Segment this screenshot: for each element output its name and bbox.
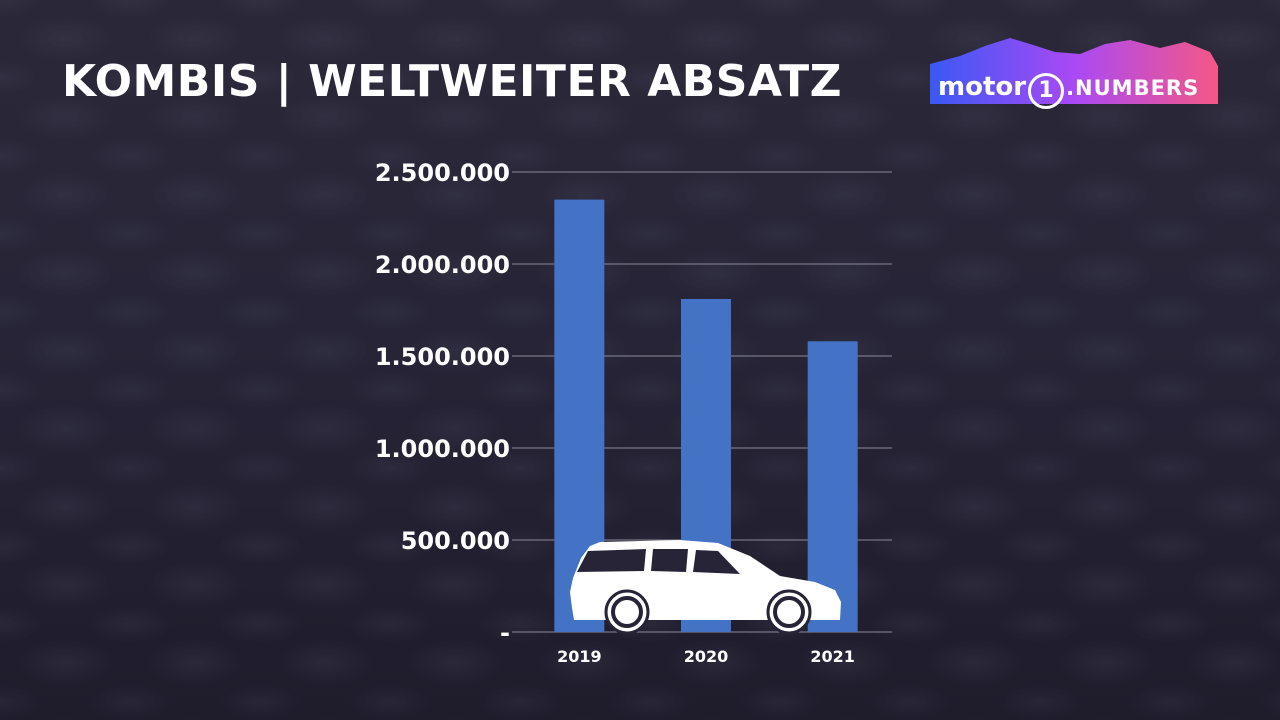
station-wagon-car-icon	[570, 540, 841, 635]
y-tick-label: 1.500.000	[375, 343, 510, 371]
y-tick-label: 1.000.000	[375, 435, 510, 463]
logo-mountains-graphic	[930, 38, 1218, 104]
x-tick-label: 2019	[557, 647, 602, 666]
chart-title: KOMBIS | WELTWEITER ABSATZ	[62, 56, 843, 107]
motor1-numbers-logo: motor 1 .NUMBERS	[930, 34, 1218, 112]
y-tick-label: 2.000.000	[375, 251, 510, 279]
x-tick-label: 2020	[684, 647, 729, 666]
logo-motor-text: motor	[938, 72, 1027, 102]
logo-numbers-text: .NUMBERS	[1066, 76, 1200, 100]
x-tick-label: 2021	[810, 647, 855, 666]
logo-one-circle: 1	[1028, 72, 1065, 109]
y-tick-label: 2.500.000	[375, 159, 510, 187]
y-tick-label: 500.000	[401, 527, 510, 555]
y-tick-label: -	[500, 619, 510, 647]
logo-wordmark: motor 1 .NUMBERS	[938, 72, 1199, 109]
